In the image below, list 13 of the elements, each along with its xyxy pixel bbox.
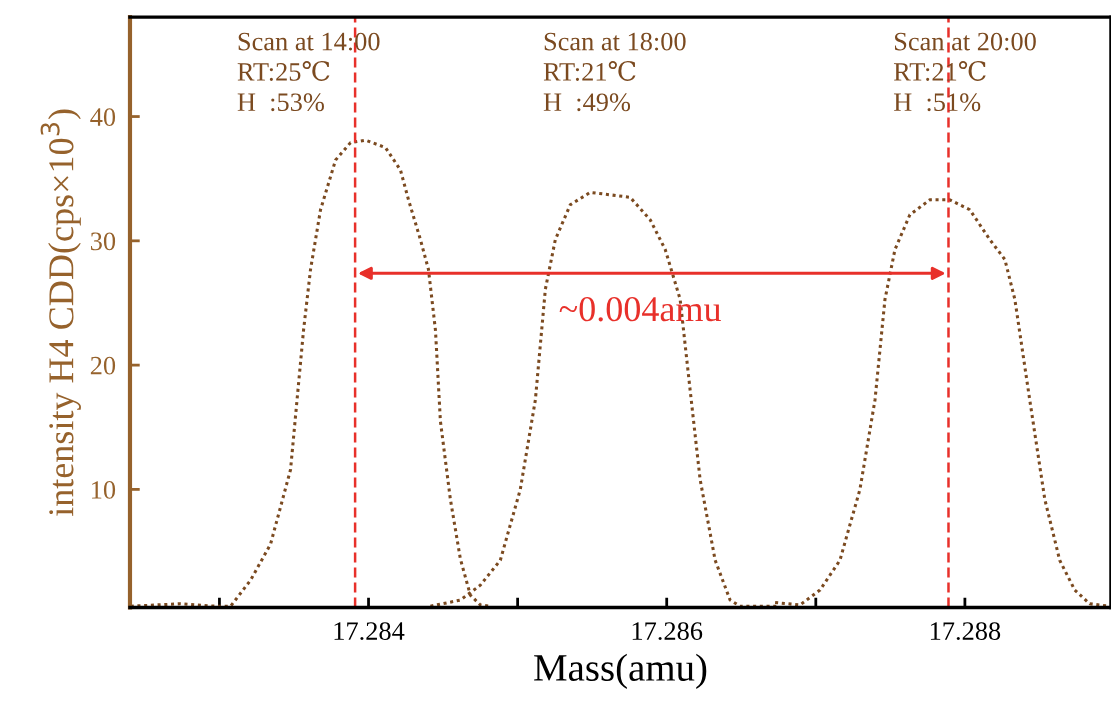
annotation: Scan at 14:00 RT:25℃ H :53% — [237, 32, 380, 112]
y-tick-label: 30 — [90, 232, 116, 251]
annotation: Scan at 18:00 RT:21℃ H :49% — [543, 32, 686, 112]
x-tick-label: 17.288 — [930, 622, 1001, 641]
x-tick-label: 17.286 — [632, 622, 703, 641]
x-tick-label: 17.284 — [334, 622, 405, 641]
y-tick-label: 40 — [90, 108, 116, 126]
annotation: ~0.004amu — [559, 296, 721, 322]
x-axis-title: Mass(amu) — [534, 653, 707, 689]
annotation: Scan at 20:00 RT:21℃ H :51% — [893, 32, 1036, 112]
y-axis-title: intensity H4 CDD(cps×10$^{3}$) — [40, 109, 81, 517]
y-tick-label: 20 — [90, 356, 116, 375]
y-tick-label: 10 — [92, 481, 116, 499]
